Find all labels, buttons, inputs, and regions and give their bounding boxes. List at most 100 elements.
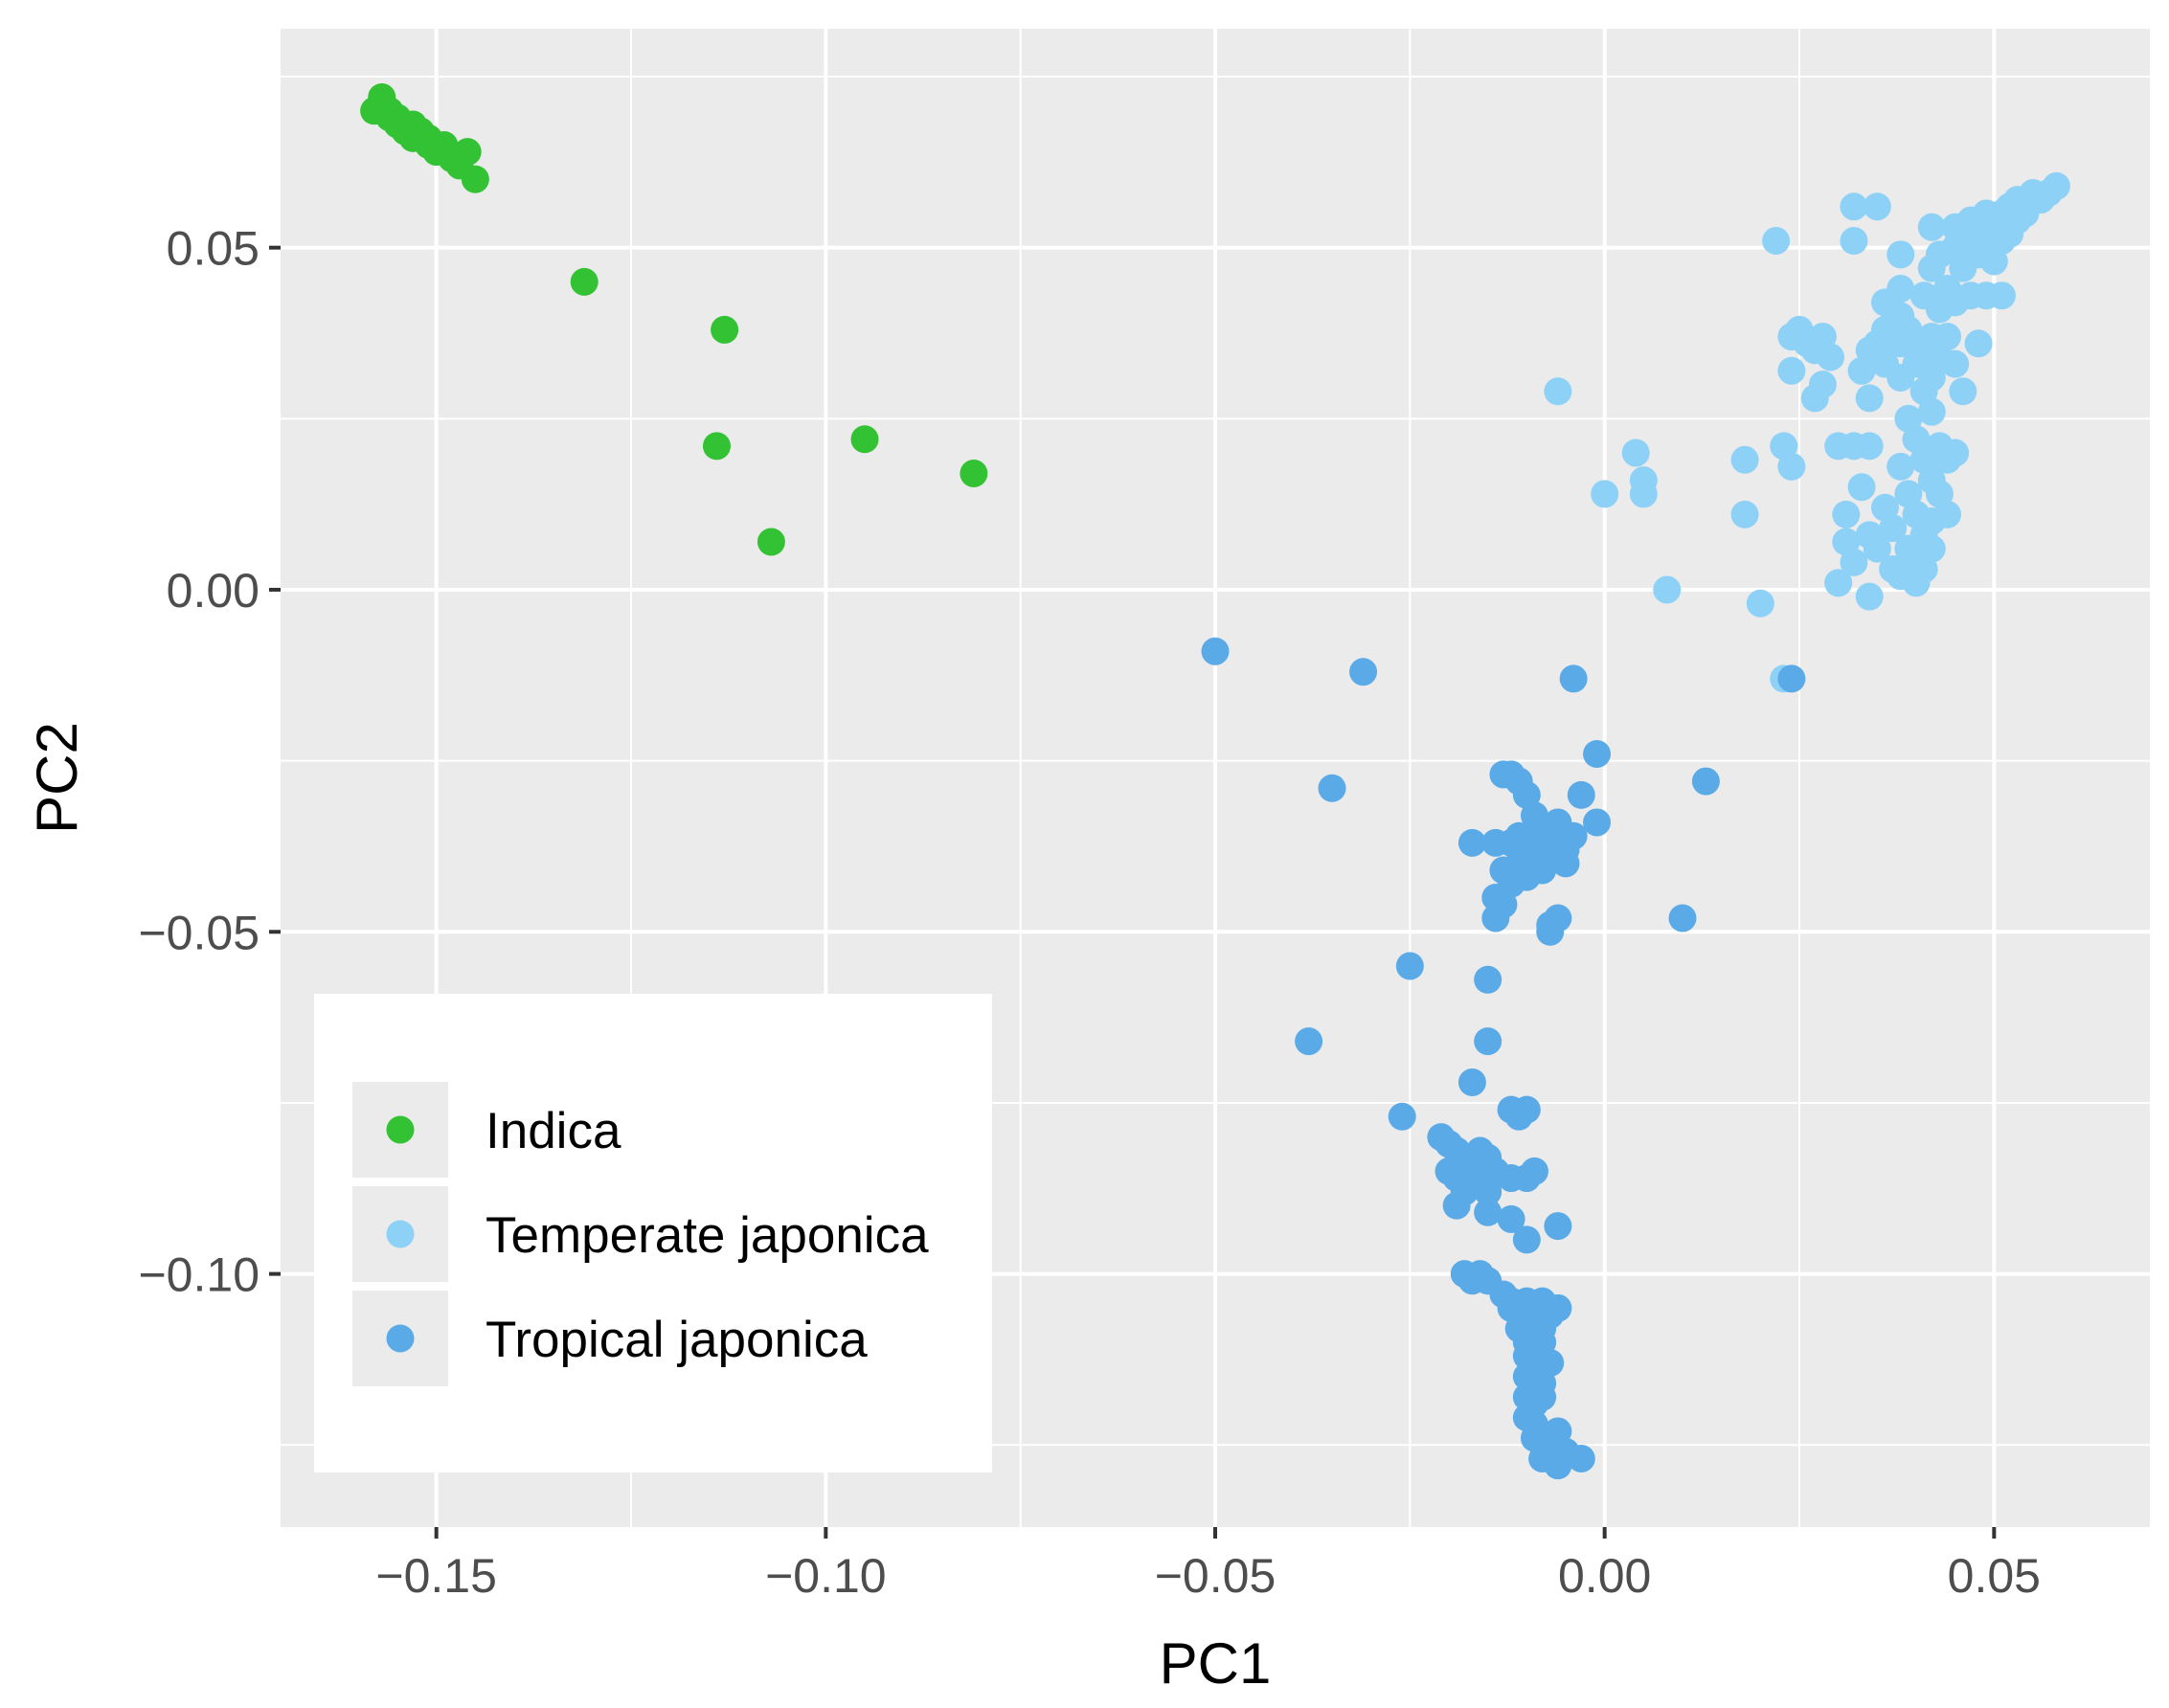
- data-point: [1668, 904, 1697, 933]
- data-point: [1746, 589, 1774, 618]
- data-point: [1840, 227, 1868, 256]
- y-tick-label: −0.10: [138, 1248, 260, 1302]
- data-point: [1544, 1212, 1572, 1241]
- data-point: [1474, 1027, 1502, 1056]
- x-tick-label: −0.10: [765, 1549, 887, 1603]
- y-tick-label: 0.05: [167, 222, 260, 276]
- y-tick-label: 0.00: [167, 564, 260, 618]
- data-point: [1847, 473, 1876, 502]
- data-point: [757, 528, 785, 556]
- data-point: [1457, 1068, 1486, 1097]
- data-point: [1777, 664, 1806, 693]
- x-axis-title: PC1: [1160, 1631, 1272, 1696]
- legend-item: Temperate japonica: [352, 1186, 929, 1282]
- data-point: [1544, 377, 1572, 406]
- data-point: [1941, 349, 1970, 378]
- data-point: [1559, 821, 1588, 850]
- data-point: [1917, 534, 1946, 563]
- data-point: [1528, 1382, 1557, 1411]
- data-point: [711, 315, 739, 344]
- data-point: [1621, 438, 1650, 467]
- legend-marker: [386, 1220, 415, 1248]
- data-point: [850, 425, 879, 454]
- data-point: [1949, 377, 1977, 406]
- legend: Indica Temperate japonica Tropical japonic…: [314, 994, 992, 1472]
- data-point: [1591, 480, 1619, 508]
- data-point: [1474, 1178, 1502, 1206]
- data-point: [1559, 664, 1588, 693]
- data-point: [1817, 343, 1845, 371]
- data-point: [1855, 384, 1884, 413]
- data-point: [1832, 500, 1861, 528]
- data-point: [1933, 323, 1962, 351]
- data-point: [1941, 438, 1970, 467]
- data-point: [1474, 965, 1502, 994]
- data-point: [1987, 281, 2016, 310]
- data-point: [1489, 1280, 1518, 1309]
- data-point: [1879, 514, 1908, 543]
- data-point: [1567, 1445, 1595, 1473]
- data-point: [1808, 371, 1837, 399]
- data-point: [1544, 1451, 1572, 1480]
- data-point: [1504, 1102, 1533, 1131]
- data-point: [1583, 808, 1612, 837]
- x-tick-label: −0.05: [1155, 1549, 1277, 1603]
- data-point: [1730, 500, 1759, 528]
- data-point: [1395, 952, 1424, 980]
- data-point: [1933, 500, 1962, 528]
- data-point: [1777, 452, 1806, 481]
- data-points: [360, 82, 2070, 1480]
- series-indica: [360, 82, 988, 556]
- data-point: [1349, 658, 1378, 686]
- data-point: [1295, 1027, 1323, 1056]
- data-point: [1489, 760, 1518, 789]
- data-point: [2042, 171, 2070, 200]
- data-point: [1544, 1293, 1572, 1322]
- data-point: [1762, 227, 1791, 256]
- data-point: [1730, 445, 1759, 474]
- legend-label: Temperate japonica: [486, 1207, 929, 1264]
- data-point: [1551, 849, 1580, 878]
- data-point: [1583, 739, 1612, 768]
- data-point: [1497, 1204, 1525, 1233]
- data-point: [453, 138, 482, 167]
- data-point: [1964, 329, 1993, 358]
- axes: −0.15 −0.10 −0.05 0.00 0.05 0.05 0.00 −0.05 −0.1…: [138, 222, 2041, 1603]
- data-point: [461, 165, 489, 193]
- data-point: [1840, 192, 1868, 221]
- data-point: [1840, 548, 1868, 576]
- data-point: [702, 432, 731, 461]
- data-point: [1855, 432, 1884, 461]
- series-tropical-japonica: [1201, 637, 1806, 1480]
- data-point: [1855, 582, 1884, 611]
- data-point: [1777, 356, 1806, 385]
- data-point: [1388, 1102, 1416, 1131]
- data-point: [1442, 1191, 1471, 1220]
- data-point: [1653, 575, 1682, 604]
- data-point: [1201, 637, 1230, 665]
- data-point: [1691, 767, 1720, 796]
- data-point: [1917, 213, 1946, 241]
- series-temperate-japonica: [1544, 171, 2070, 693]
- data-point: [1481, 904, 1510, 933]
- x-tick-label: −0.15: [375, 1549, 497, 1603]
- data-point: [1474, 1198, 1502, 1226]
- data-point: [570, 267, 599, 296]
- data-point: [1318, 774, 1346, 802]
- x-tick-label: 0.05: [1948, 1549, 2041, 1603]
- legend-label: Indica: [486, 1103, 621, 1159]
- data-point: [1824, 569, 1853, 597]
- data-point: [1457, 828, 1486, 857]
- y-tick-label: −0.05: [138, 906, 260, 959]
- x-tick-label: 0.00: [1558, 1549, 1651, 1603]
- legend-marker: [386, 1115, 415, 1144]
- y-axis-title: PC2: [25, 722, 89, 834]
- data-point: [1863, 192, 1891, 221]
- data-point: [1536, 917, 1565, 946]
- legend-marker: [386, 1324, 415, 1353]
- legend-item: Indica: [352, 1082, 621, 1178]
- data-point: [1917, 397, 1946, 426]
- data-point: [1863, 534, 1891, 563]
